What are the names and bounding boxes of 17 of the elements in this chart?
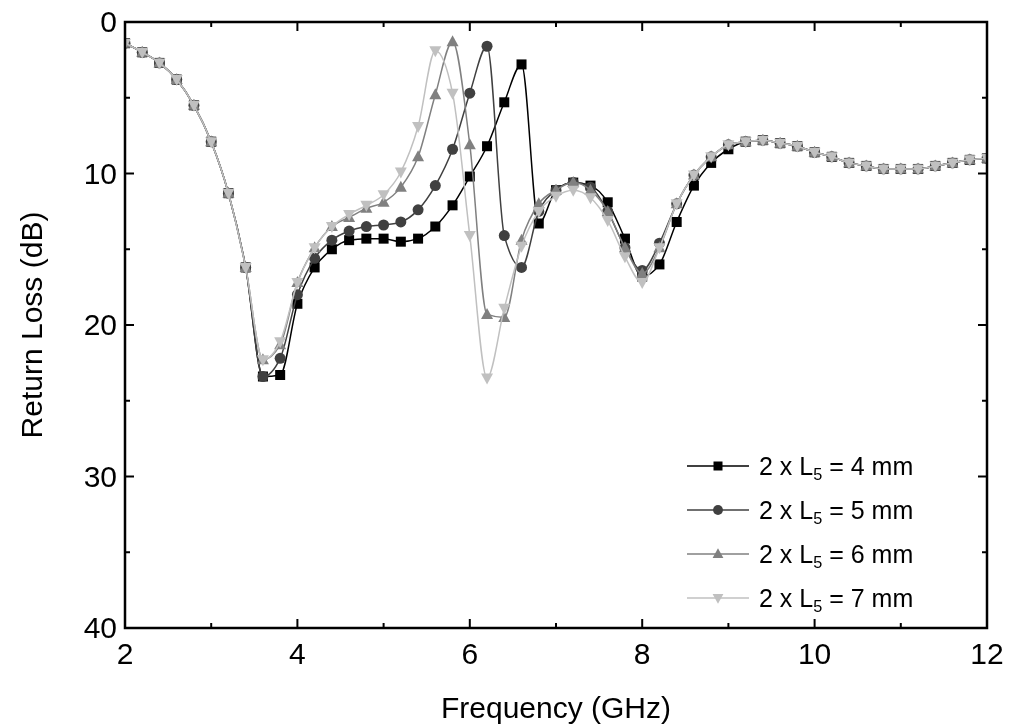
y-tick-label: 20 bbox=[83, 308, 117, 341]
y-tick-label: 40 bbox=[83, 611, 117, 644]
y-tick-label: 30 bbox=[83, 459, 117, 493]
y-tick-label: 10 bbox=[83, 156, 117, 190]
legend-label: 2 x L$_{5}$ = 6 mm bbox=[759, 540, 914, 571]
x-tick-label: 8 bbox=[633, 637, 651, 670]
y-tick-label: 0 bbox=[100, 5, 117, 38]
x-tick-label: 10 bbox=[797, 637, 832, 670]
legend-label: 2 x L$_{5}$ = 4 mm bbox=[759, 452, 914, 483]
legend-label: 2 x L$_{5}$ = 7 mm bbox=[759, 584, 914, 615]
x-tick-label: 2 bbox=[116, 637, 134, 670]
x-tick-label: 6 bbox=[461, 637, 479, 670]
x-tick-label: 12 bbox=[970, 637, 1004, 670]
legend-label: 2 x L$_{5}$ = 5 mm bbox=[759, 496, 914, 527]
x-axis-title: Frequency (GHz) bbox=[440, 691, 672, 724]
x-tick-label: 4 bbox=[289, 637, 306, 670]
y-axis-title: Return Loss (dB) bbox=[15, 211, 48, 439]
